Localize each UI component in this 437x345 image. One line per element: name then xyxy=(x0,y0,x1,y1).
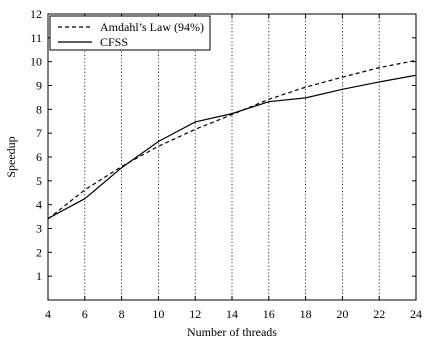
series-layer xyxy=(47,59,417,220)
x-tick-label-6: 6 xyxy=(82,307,88,321)
y-tick-label-7: 7 xyxy=(36,126,42,140)
y-tick-label-6: 6 xyxy=(36,150,42,164)
y-tick-label-11: 11 xyxy=(30,31,42,45)
x-tick-label-24: 24 xyxy=(410,307,422,321)
y-tick-label-3: 3 xyxy=(36,222,42,236)
legend-label-cfss: CFSS xyxy=(100,35,128,49)
x-tick-label-10: 10 xyxy=(152,307,164,321)
x-tick-label-16: 16 xyxy=(263,307,275,321)
legend-box xyxy=(49,15,211,51)
y-axis-label: Speedup xyxy=(4,136,18,177)
legend: Amdahl’s Law (94%)CFSS xyxy=(49,15,211,51)
y-tick-label-4: 4 xyxy=(36,198,42,212)
y-tick-label-9: 9 xyxy=(36,79,42,93)
y-tick-label-8: 8 xyxy=(36,102,42,116)
x-tick-label-20: 20 xyxy=(336,307,348,321)
grid-layer xyxy=(84,14,380,300)
legend-label-amdahls-law: Amdahl’s Law (94%) xyxy=(100,20,204,34)
x-tick-label-14: 14 xyxy=(226,307,238,321)
y-tick-label-1: 1 xyxy=(36,269,42,283)
x-tick-label-12: 12 xyxy=(189,307,201,321)
y-tick-label-12: 12 xyxy=(30,7,42,21)
x-tick-label-18: 18 xyxy=(300,307,312,321)
x-axis-label: Number of threads xyxy=(187,325,277,339)
axis-labels: Number of threads Speedup xyxy=(4,136,277,339)
y-tick-label-2: 2 xyxy=(36,245,42,259)
y-tick-label-5: 5 xyxy=(36,174,42,188)
x-tick-label-8: 8 xyxy=(119,307,125,321)
x-tick-label-4: 4 xyxy=(45,307,51,321)
x-tick-label-22: 22 xyxy=(373,307,385,321)
y-tick-label-10: 10 xyxy=(30,55,42,69)
